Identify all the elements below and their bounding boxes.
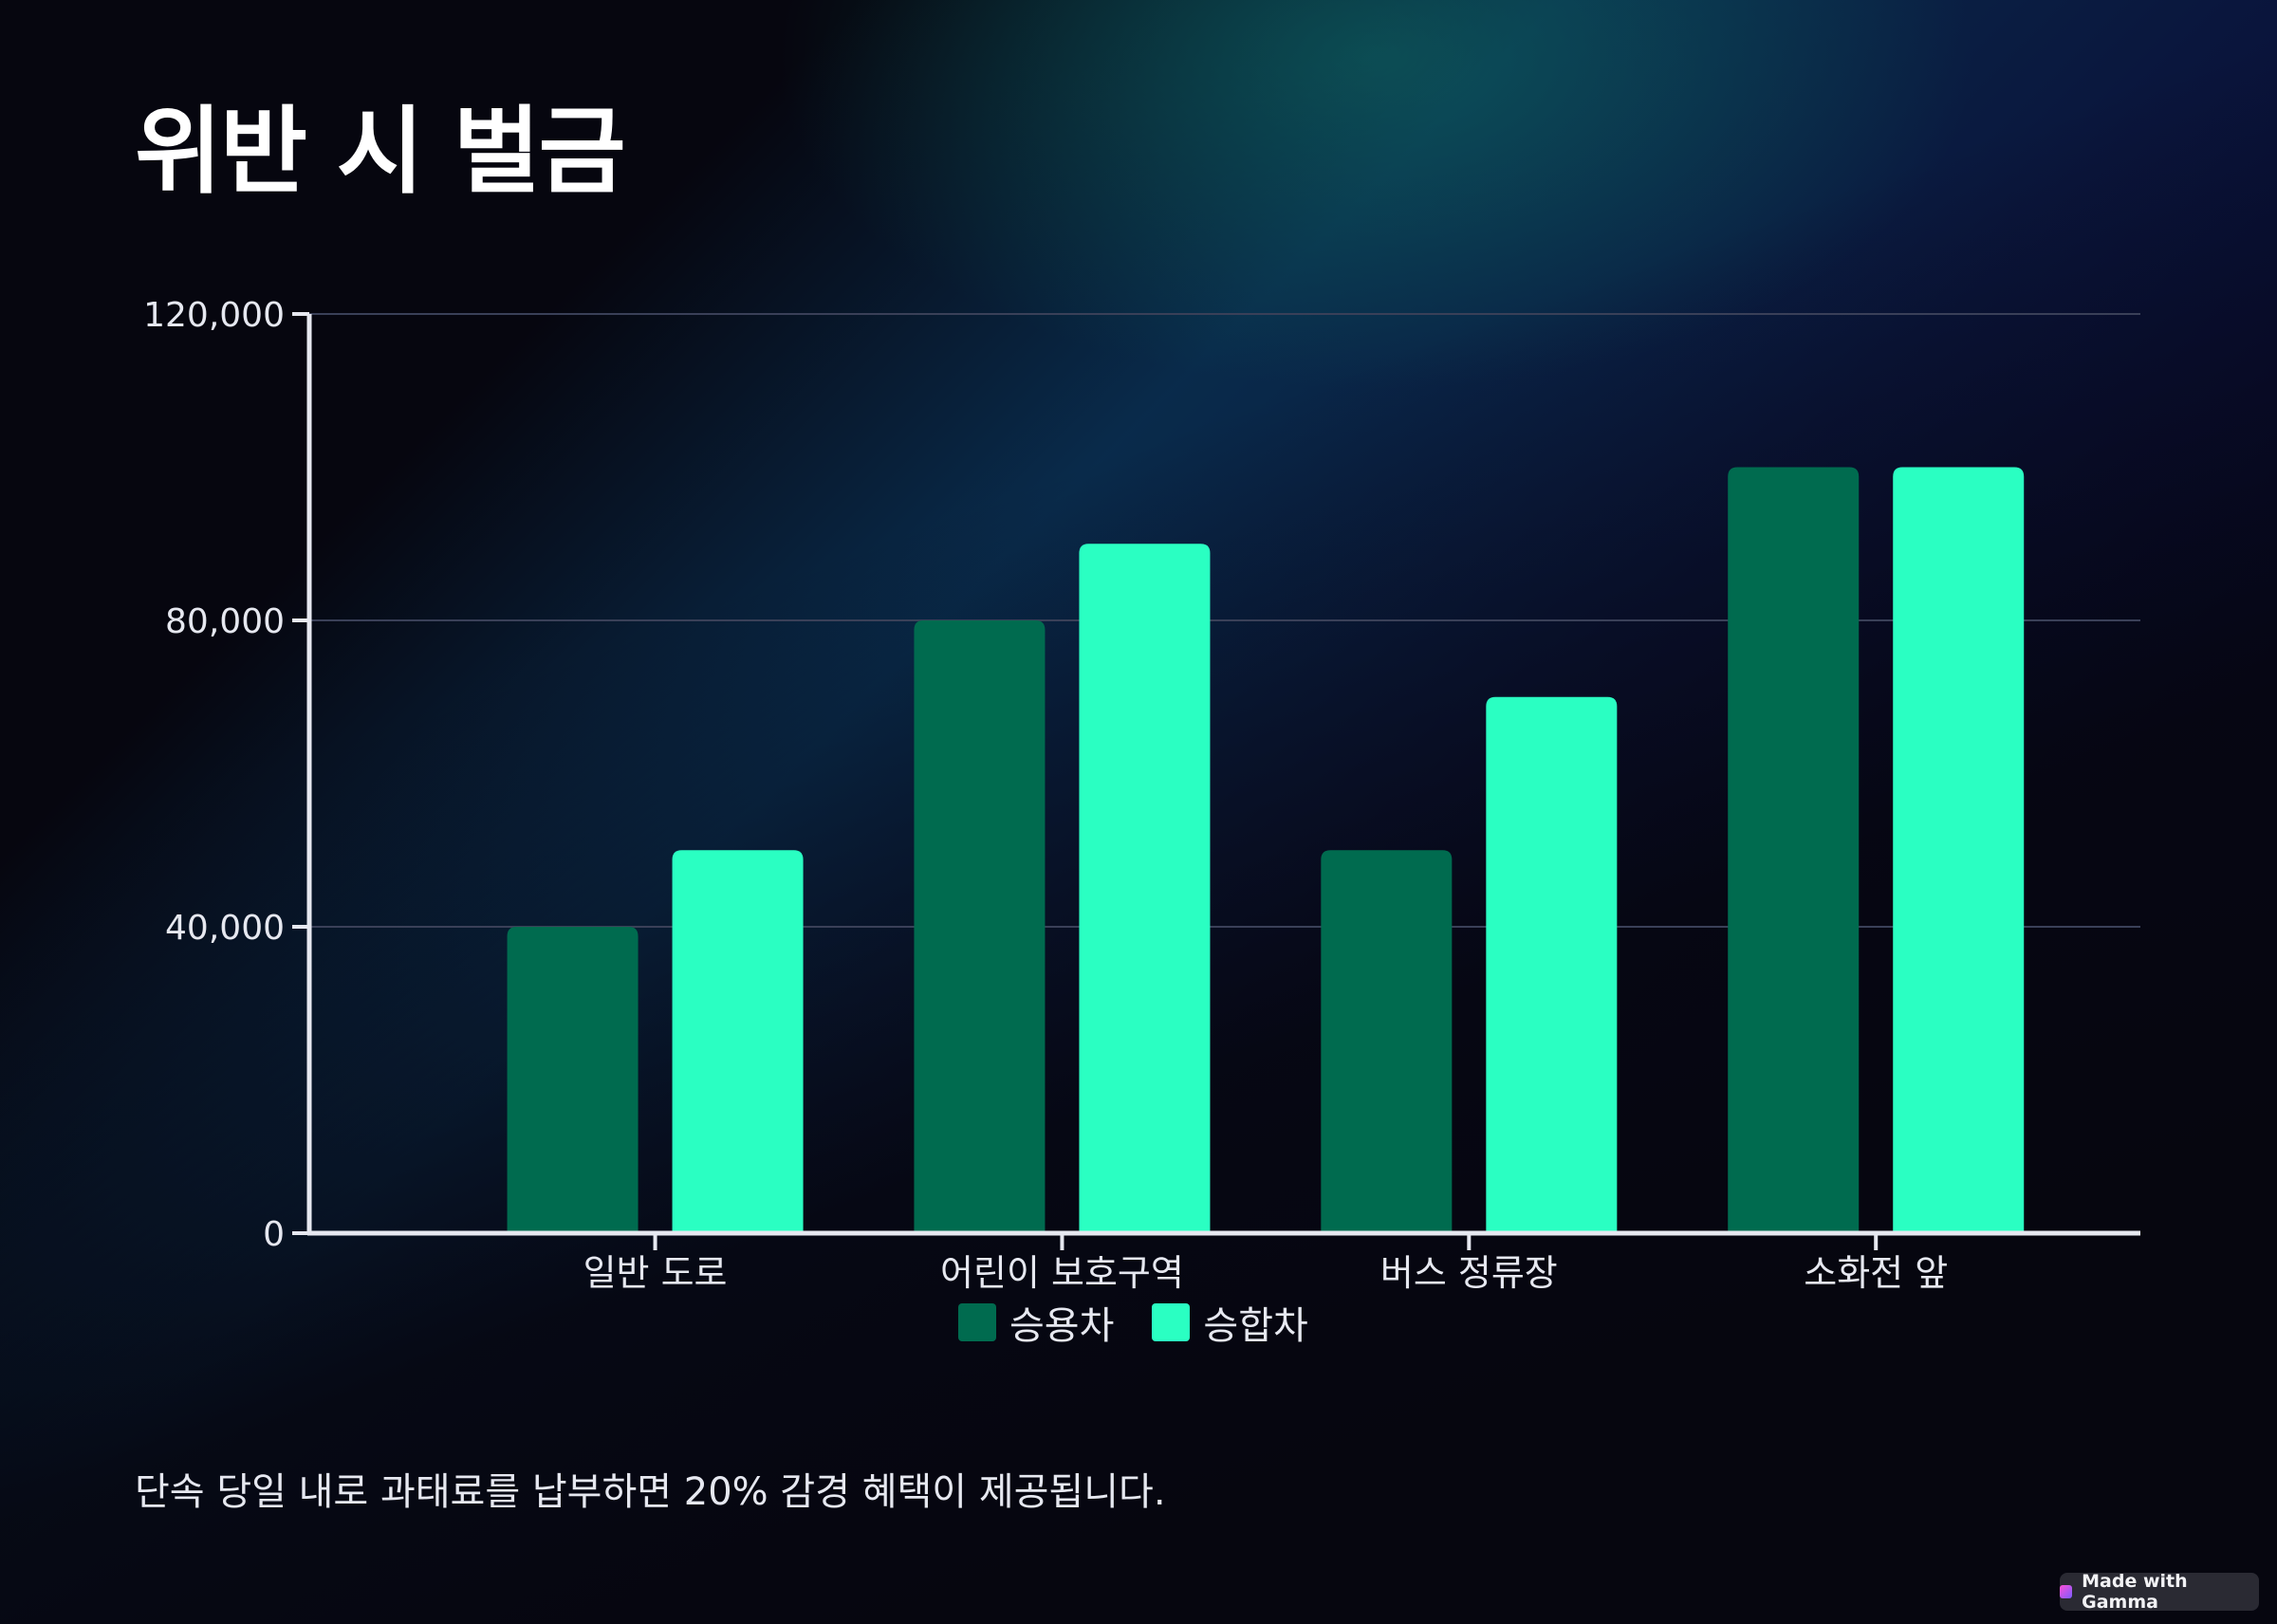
bar-1-1 <box>507 927 639 1233</box>
bar-2-3 <box>1486 696 1618 1233</box>
x-tick-label: 버스 정류장 <box>1380 1252 1558 1294</box>
legend-swatch-series-1 <box>958 1303 996 1341</box>
axes <box>292 312 2140 1250</box>
legend-label-series-1: 승용차 <box>1009 1304 1115 1348</box>
bar-2-1 <box>672 850 804 1233</box>
bar-2-4 <box>1893 467 2025 1233</box>
badge-label: Made with Gamma <box>2082 1571 2188 1613</box>
footnote: 단속 당일 내로 과태료를 납부하면 20% 감경 혜택이 제공됩니다. <box>135 1470 1166 1514</box>
legend-item-series-1: 승용차 <box>958 1295 1114 1350</box>
y-tick-label: 80,000 <box>165 602 285 641</box>
legend-item-series-2: 승합차 <box>1152 1295 1308 1350</box>
y-tick-label: 40,000 <box>165 909 285 948</box>
bar-1-3 <box>1321 850 1453 1233</box>
y-tick-label: 0 <box>263 1215 285 1254</box>
axis-labels: 0 40,000 80,000 120,000 일반 도로 어린이 보호구역 버스 정류장 소… <box>143 296 1948 1294</box>
x-tick-label: 소화전 앞 <box>1804 1252 1948 1294</box>
x-tick-label: 어린이 보호구역 <box>940 1252 1184 1294</box>
bar-2-2 <box>1079 544 1211 1233</box>
bars <box>507 467 2025 1233</box>
gamma-logo-icon <box>2060 1585 2073 1598</box>
y-tick-label: 120,000 <box>143 296 285 335</box>
made-with-gamma-badge[interactable]: Made with Gamma <box>2060 1571 2259 1613</box>
grid-lines <box>309 313 2140 928</box>
legend-swatch-series-2 <box>1152 1303 1191 1341</box>
legend: 승용차 승합차 <box>958 1295 1308 1350</box>
x-tick-label: 일반 도로 <box>583 1252 728 1294</box>
page-title: 위반 시 벌금 <box>135 96 626 207</box>
bar-1-4 <box>1728 467 1860 1233</box>
legend-label-series-2: 승합차 <box>1203 1304 1308 1348</box>
bar-1-2 <box>914 620 1046 1233</box>
